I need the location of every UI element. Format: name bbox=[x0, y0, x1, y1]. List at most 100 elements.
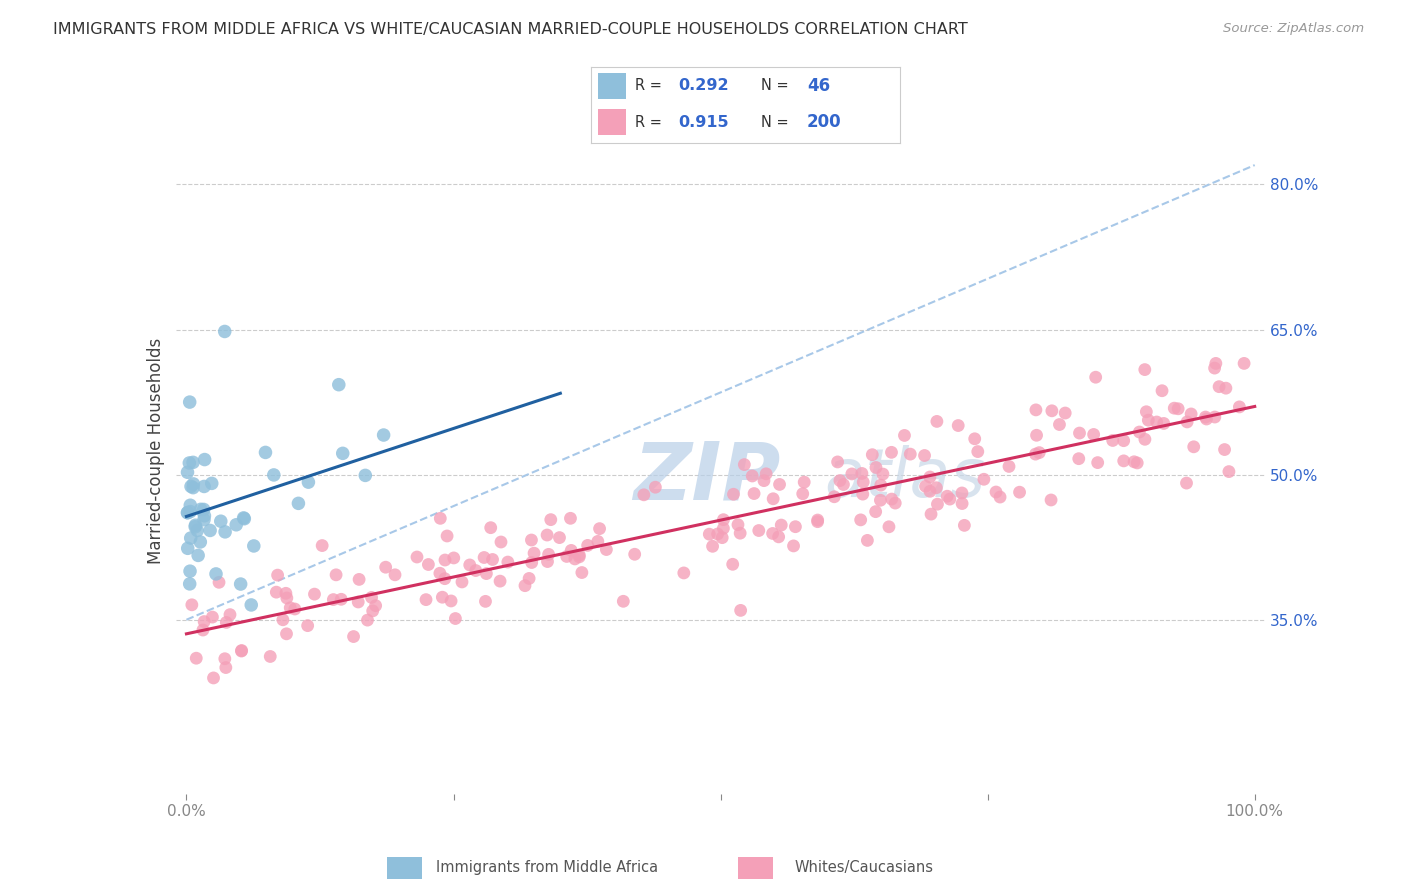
Point bbox=[271, 613, 294, 627]
Point bbox=[479, 521, 502, 535]
Point bbox=[347, 573, 370, 587]
Point bbox=[852, 475, 875, 489]
Point bbox=[474, 594, 496, 608]
Point bbox=[869, 493, 891, 508]
Point bbox=[1175, 415, 1198, 429]
Text: 0.292: 0.292 bbox=[679, 78, 730, 94]
Point bbox=[984, 485, 1007, 500]
Point bbox=[1128, 425, 1150, 439]
Point bbox=[1040, 404, 1063, 418]
Point bbox=[730, 603, 752, 617]
Point bbox=[287, 496, 309, 510]
Point bbox=[232, 511, 254, 525]
Point bbox=[263, 467, 285, 482]
Point bbox=[436, 529, 458, 543]
Point bbox=[1040, 493, 1063, 508]
Point bbox=[176, 465, 198, 479]
Point bbox=[1215, 381, 1237, 395]
Point bbox=[852, 487, 875, 501]
Point bbox=[297, 618, 319, 632]
Point bbox=[186, 651, 208, 665]
Point bbox=[1126, 456, 1149, 470]
Point bbox=[849, 513, 872, 527]
Point bbox=[1137, 413, 1160, 427]
Point bbox=[193, 479, 215, 493]
Point bbox=[1087, 456, 1109, 470]
Point bbox=[1233, 356, 1256, 370]
Point bbox=[1067, 451, 1090, 466]
Point bbox=[536, 528, 558, 542]
Point bbox=[433, 572, 456, 586]
Point bbox=[208, 575, 231, 590]
Point bbox=[202, 671, 225, 685]
Point bbox=[918, 470, 941, 484]
Point bbox=[950, 486, 973, 500]
Point bbox=[179, 456, 201, 470]
Text: 46: 46 bbox=[807, 77, 830, 95]
Point bbox=[322, 592, 344, 607]
Point bbox=[179, 498, 201, 512]
Point bbox=[360, 591, 382, 605]
Point bbox=[644, 480, 666, 494]
Point bbox=[762, 491, 785, 506]
Point bbox=[374, 560, 396, 574]
Point bbox=[181, 481, 204, 495]
Point bbox=[927, 497, 949, 511]
Point bbox=[865, 505, 887, 519]
Point bbox=[214, 325, 236, 339]
Point bbox=[520, 556, 543, 570]
Point bbox=[1167, 401, 1189, 416]
Point bbox=[451, 574, 474, 589]
Point bbox=[1028, 445, 1050, 459]
Point bbox=[229, 577, 252, 591]
Point bbox=[180, 479, 202, 493]
Point bbox=[464, 564, 486, 578]
Point bbox=[856, 533, 879, 548]
Point bbox=[231, 644, 253, 658]
Point bbox=[215, 660, 238, 674]
Point bbox=[770, 518, 793, 533]
Point bbox=[823, 490, 845, 504]
Point bbox=[1213, 442, 1236, 457]
Bar bbox=[387, 857, 422, 879]
Y-axis label: Married-couple Households: Married-couple Households bbox=[146, 337, 165, 564]
Point bbox=[184, 520, 207, 534]
Point bbox=[332, 446, 354, 460]
Point bbox=[920, 507, 942, 521]
Point bbox=[860, 448, 883, 462]
Point bbox=[571, 566, 593, 580]
Text: IMMIGRANTS FROM MIDDLE AFRICA VS WHITE/CAUCASIAN MARRIED-COUPLE HOUSEHOLDS CORRE: IMMIGRANTS FROM MIDDLE AFRICA VS WHITE/C… bbox=[53, 22, 969, 37]
Point bbox=[214, 651, 236, 665]
Point bbox=[1049, 417, 1071, 432]
Point bbox=[325, 567, 347, 582]
Point bbox=[179, 577, 201, 591]
Point bbox=[536, 555, 558, 569]
Point bbox=[560, 543, 582, 558]
Point bbox=[564, 552, 586, 566]
Point bbox=[384, 567, 406, 582]
Point bbox=[633, 488, 655, 502]
Point bbox=[231, 643, 253, 657]
Point bbox=[807, 515, 830, 529]
Point bbox=[537, 547, 560, 561]
Point bbox=[354, 468, 377, 483]
Point bbox=[342, 630, 364, 644]
Point bbox=[713, 513, 735, 527]
Point bbox=[1153, 417, 1175, 431]
Point bbox=[181, 455, 204, 469]
Point bbox=[672, 566, 695, 580]
Point bbox=[233, 512, 256, 526]
Point bbox=[1133, 432, 1156, 446]
Point bbox=[1008, 485, 1031, 500]
Point bbox=[741, 469, 763, 483]
Point bbox=[180, 598, 202, 612]
Point bbox=[851, 467, 873, 481]
Text: R =: R = bbox=[636, 78, 666, 94]
Point bbox=[998, 459, 1021, 474]
Point bbox=[496, 555, 519, 569]
Point bbox=[1208, 379, 1230, 393]
Point bbox=[925, 481, 948, 495]
Point bbox=[966, 444, 988, 458]
Point bbox=[748, 524, 770, 538]
Point bbox=[727, 517, 749, 532]
